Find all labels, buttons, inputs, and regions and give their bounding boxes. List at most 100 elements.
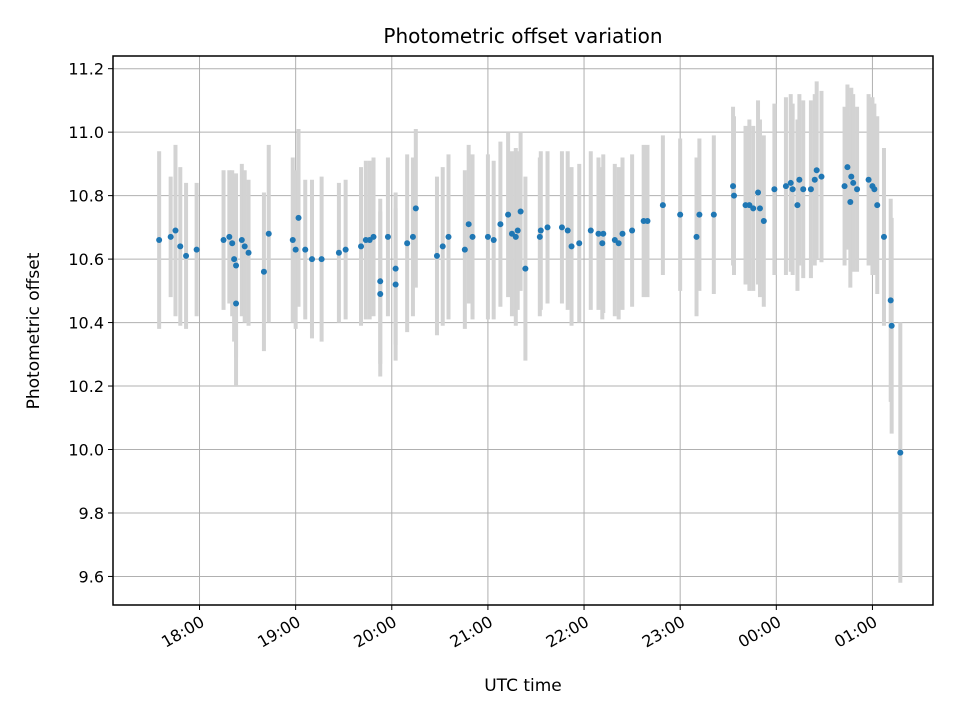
- data-point: [848, 173, 855, 180]
- data-point: [844, 164, 851, 171]
- data-point: [796, 176, 803, 183]
- data-point: [677, 211, 684, 218]
- data-point: [183, 252, 190, 259]
- data-point: [308, 256, 315, 263]
- data-point: [358, 243, 365, 250]
- data-point: [377, 291, 384, 298]
- data-point: [404, 240, 411, 247]
- data-point: [537, 227, 544, 234]
- data-point: [887, 297, 894, 304]
- data-point: [490, 237, 497, 244]
- data-point: [505, 211, 512, 218]
- data-point: [696, 211, 703, 218]
- data-point: [226, 233, 233, 240]
- data-point: [412, 205, 419, 212]
- y-tick-label: 11.0: [68, 123, 104, 142]
- data-point: [295, 214, 302, 221]
- y-tick-label: 9.8: [79, 504, 104, 523]
- data-point: [260, 268, 267, 275]
- data-point: [558, 224, 565, 231]
- data-point: [377, 278, 384, 285]
- data-point: [865, 176, 872, 183]
- data-point: [619, 230, 626, 237]
- data-point: [512, 233, 519, 240]
- y-axis: 9.6 9.8 10.0 10.2 10.4 10.6 10.8 11.0 11.2: [68, 60, 113, 586]
- data-point: [756, 205, 763, 212]
- data-point: [233, 300, 240, 307]
- data-point: [465, 221, 472, 228]
- data-point: [880, 233, 887, 240]
- data-point: [629, 227, 636, 234]
- data-point: [233, 262, 240, 269]
- data-point: [241, 243, 248, 250]
- data-point: [568, 243, 575, 250]
- data-point: [576, 240, 583, 247]
- data-point: [409, 233, 416, 240]
- data-point: [731, 192, 738, 199]
- data-point: [587, 227, 594, 234]
- data-point: [433, 252, 440, 259]
- data-point: [318, 256, 325, 263]
- data-point: [847, 198, 854, 205]
- data-point: [807, 186, 814, 193]
- data-point: [787, 179, 794, 186]
- y-tick-label: 10.6: [68, 250, 104, 269]
- data-point: [469, 233, 476, 240]
- data-point: [750, 205, 757, 212]
- y-tick-label: 10.4: [68, 314, 104, 333]
- data-point: [177, 243, 184, 250]
- data-point: [193, 246, 200, 253]
- data-point: [289, 237, 296, 244]
- data-point: [813, 167, 820, 174]
- data-point: [693, 233, 700, 240]
- data-point: [897, 449, 904, 456]
- data-point: [522, 265, 529, 272]
- data-point: [818, 173, 825, 180]
- data-point: [514, 227, 521, 234]
- data-point: [771, 186, 778, 193]
- data-point: [445, 233, 452, 240]
- y-tick-label: 9.6: [79, 567, 104, 586]
- data-point: [644, 218, 651, 225]
- data-point: [730, 183, 737, 190]
- data-point: [229, 240, 236, 247]
- data-point: [156, 237, 163, 244]
- y-tick-label: 11.2: [68, 60, 104, 79]
- data-point: [854, 186, 861, 193]
- data-point: [599, 240, 606, 247]
- data-point: [659, 202, 666, 209]
- data-point: [794, 202, 801, 209]
- data-point: [544, 224, 551, 231]
- y-tick-label: 10.0: [68, 441, 104, 460]
- data-point: [595, 230, 602, 237]
- y-tick-label: 10.2: [68, 377, 104, 396]
- data-point: [874, 202, 881, 209]
- data-point: [600, 230, 607, 237]
- x-axis-title: UTC time: [484, 676, 562, 696]
- data-point: [238, 237, 245, 244]
- data-points: [156, 164, 904, 456]
- data-point: [782, 183, 789, 190]
- data-point: [384, 233, 391, 240]
- data-point: [292, 246, 299, 253]
- data-point: [265, 230, 272, 237]
- data-point: [167, 233, 174, 240]
- chart-title: Photometric offset variation: [383, 24, 662, 48]
- data-point: [392, 281, 399, 288]
- data-point: [811, 176, 818, 183]
- plot-frame: [112, 55, 934, 606]
- data-point: [497, 221, 504, 228]
- data-point: [564, 227, 571, 234]
- data-point: [461, 246, 468, 253]
- data-point: [335, 249, 342, 256]
- data-point: [517, 208, 524, 215]
- data-point: [342, 246, 349, 253]
- data-point: [871, 186, 878, 193]
- data-point: [245, 249, 252, 256]
- data-point: [302, 246, 309, 253]
- y-axis-title: Photometric offset: [24, 252, 44, 409]
- y-tick-label: 10.8: [68, 187, 104, 206]
- data-point: [370, 233, 377, 240]
- data-point: [841, 183, 848, 190]
